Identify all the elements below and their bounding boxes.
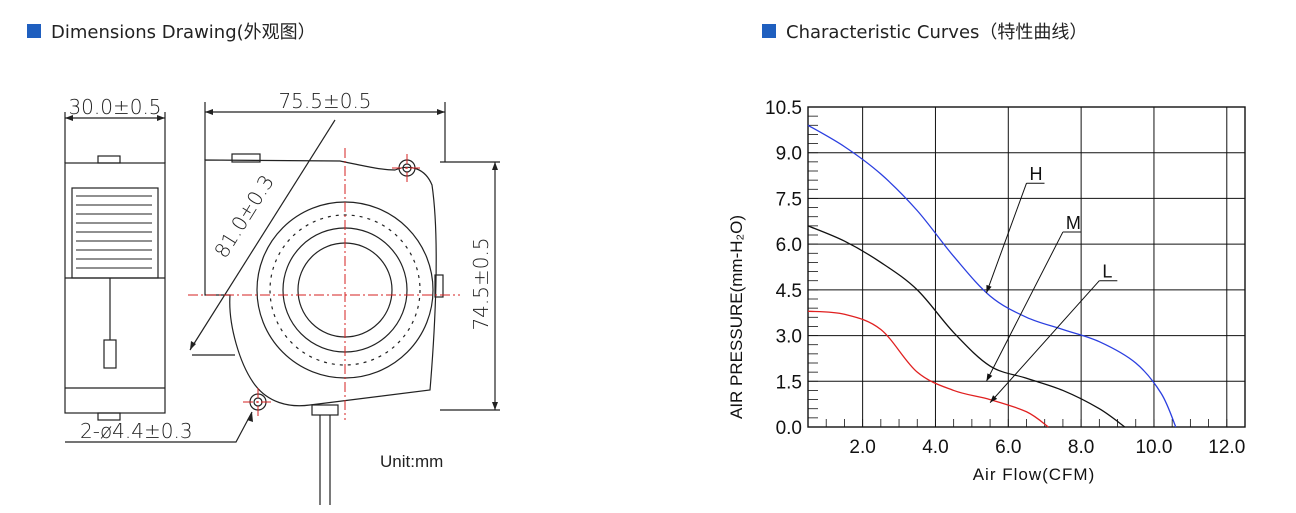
square-bullet-icon (27, 24, 41, 38)
fan-housing (204, 159, 437, 407)
front-width-label: 75.5±0.5 (278, 89, 371, 113)
dimensions-header: Dimensions Drawing(外观图） (27, 20, 316, 43)
y-tick-label: 9.0 (776, 144, 802, 165)
x-tick-label: 12.0 (1208, 437, 1245, 458)
side-width-label: 30.0±0.5 (68, 95, 161, 119)
holes-label: 2-ø4.4±0.3 (80, 419, 193, 443)
series-line-L (807, 310, 1049, 428)
series-arrow-M (986, 373, 993, 382)
series-leader-L (989, 280, 1100, 403)
x-tick-label: 6.0 (995, 437, 1021, 458)
unit-label: Unit:mm (380, 452, 443, 471)
y-tick-label: 3.0 (776, 327, 802, 348)
side-view-louvers (76, 195, 152, 269)
x-tick-label: 8.0 (1068, 437, 1094, 458)
series-line-H (807, 124, 1177, 428)
x-tick-label: 2.0 (849, 437, 875, 458)
y-tick-label: 6.0 (776, 235, 802, 256)
y-axis-label: AIR PRESSURE(mm-H₂O) (727, 215, 746, 419)
y-tick-label: 7.5 (776, 189, 802, 210)
characteristic-curves-chart: 2.0 4.0 6.0 8.0 10.0 12.0 0.0 1.5 3.0 4.5 6.0 7.5 9.… (727, 98, 1246, 484)
y-tick-label: 0.0 (776, 418, 802, 439)
x-tick-label: 10.0 (1135, 437, 1172, 458)
series-label-L: L (1102, 262, 1112, 282)
plot-frame (807, 106, 1246, 428)
x-tick-label: 4.0 (922, 437, 948, 458)
series-arrow-H (986, 284, 992, 293)
y-tick-label: 10.5 (765, 98, 802, 119)
height-label: 74.5±0.5 (469, 237, 493, 330)
series-arrow-L (990, 395, 998, 403)
y-tick-label: 1.5 (776, 372, 802, 393)
series-label-H: H (1030, 164, 1043, 184)
side-view-connector (103, 339, 117, 369)
curves-header: Characteristic Curves（特性曲线） (762, 20, 1088, 43)
centerlines (188, 148, 460, 420)
curves-title: Characteristic Curves（特性曲线） (786, 22, 1088, 43)
side-view-body (64, 162, 166, 414)
square-bullet-icon (762, 24, 776, 38)
y-tick-label: 4.5 (776, 281, 802, 302)
dimensions-drawing: 30.0±0.5 75.5±0.5 81.0±0.3 74.5±0.5 2-ø4… (64, 89, 500, 505)
series-line-M (807, 225, 1126, 428)
x-axis-label: Air Flow(CFM) (973, 465, 1096, 484)
series-leader-M (985, 231, 1064, 382)
diagonal-dimension-line (189, 119, 336, 351)
series-leader-H (985, 183, 1027, 294)
diagonal-label: 81.0±0.3 (209, 170, 279, 262)
side-view-outlet (71, 187, 159, 279)
dimensions-title: Dimensions Drawing(外观图） (51, 22, 316, 43)
series-label-M: M (1066, 213, 1081, 233)
